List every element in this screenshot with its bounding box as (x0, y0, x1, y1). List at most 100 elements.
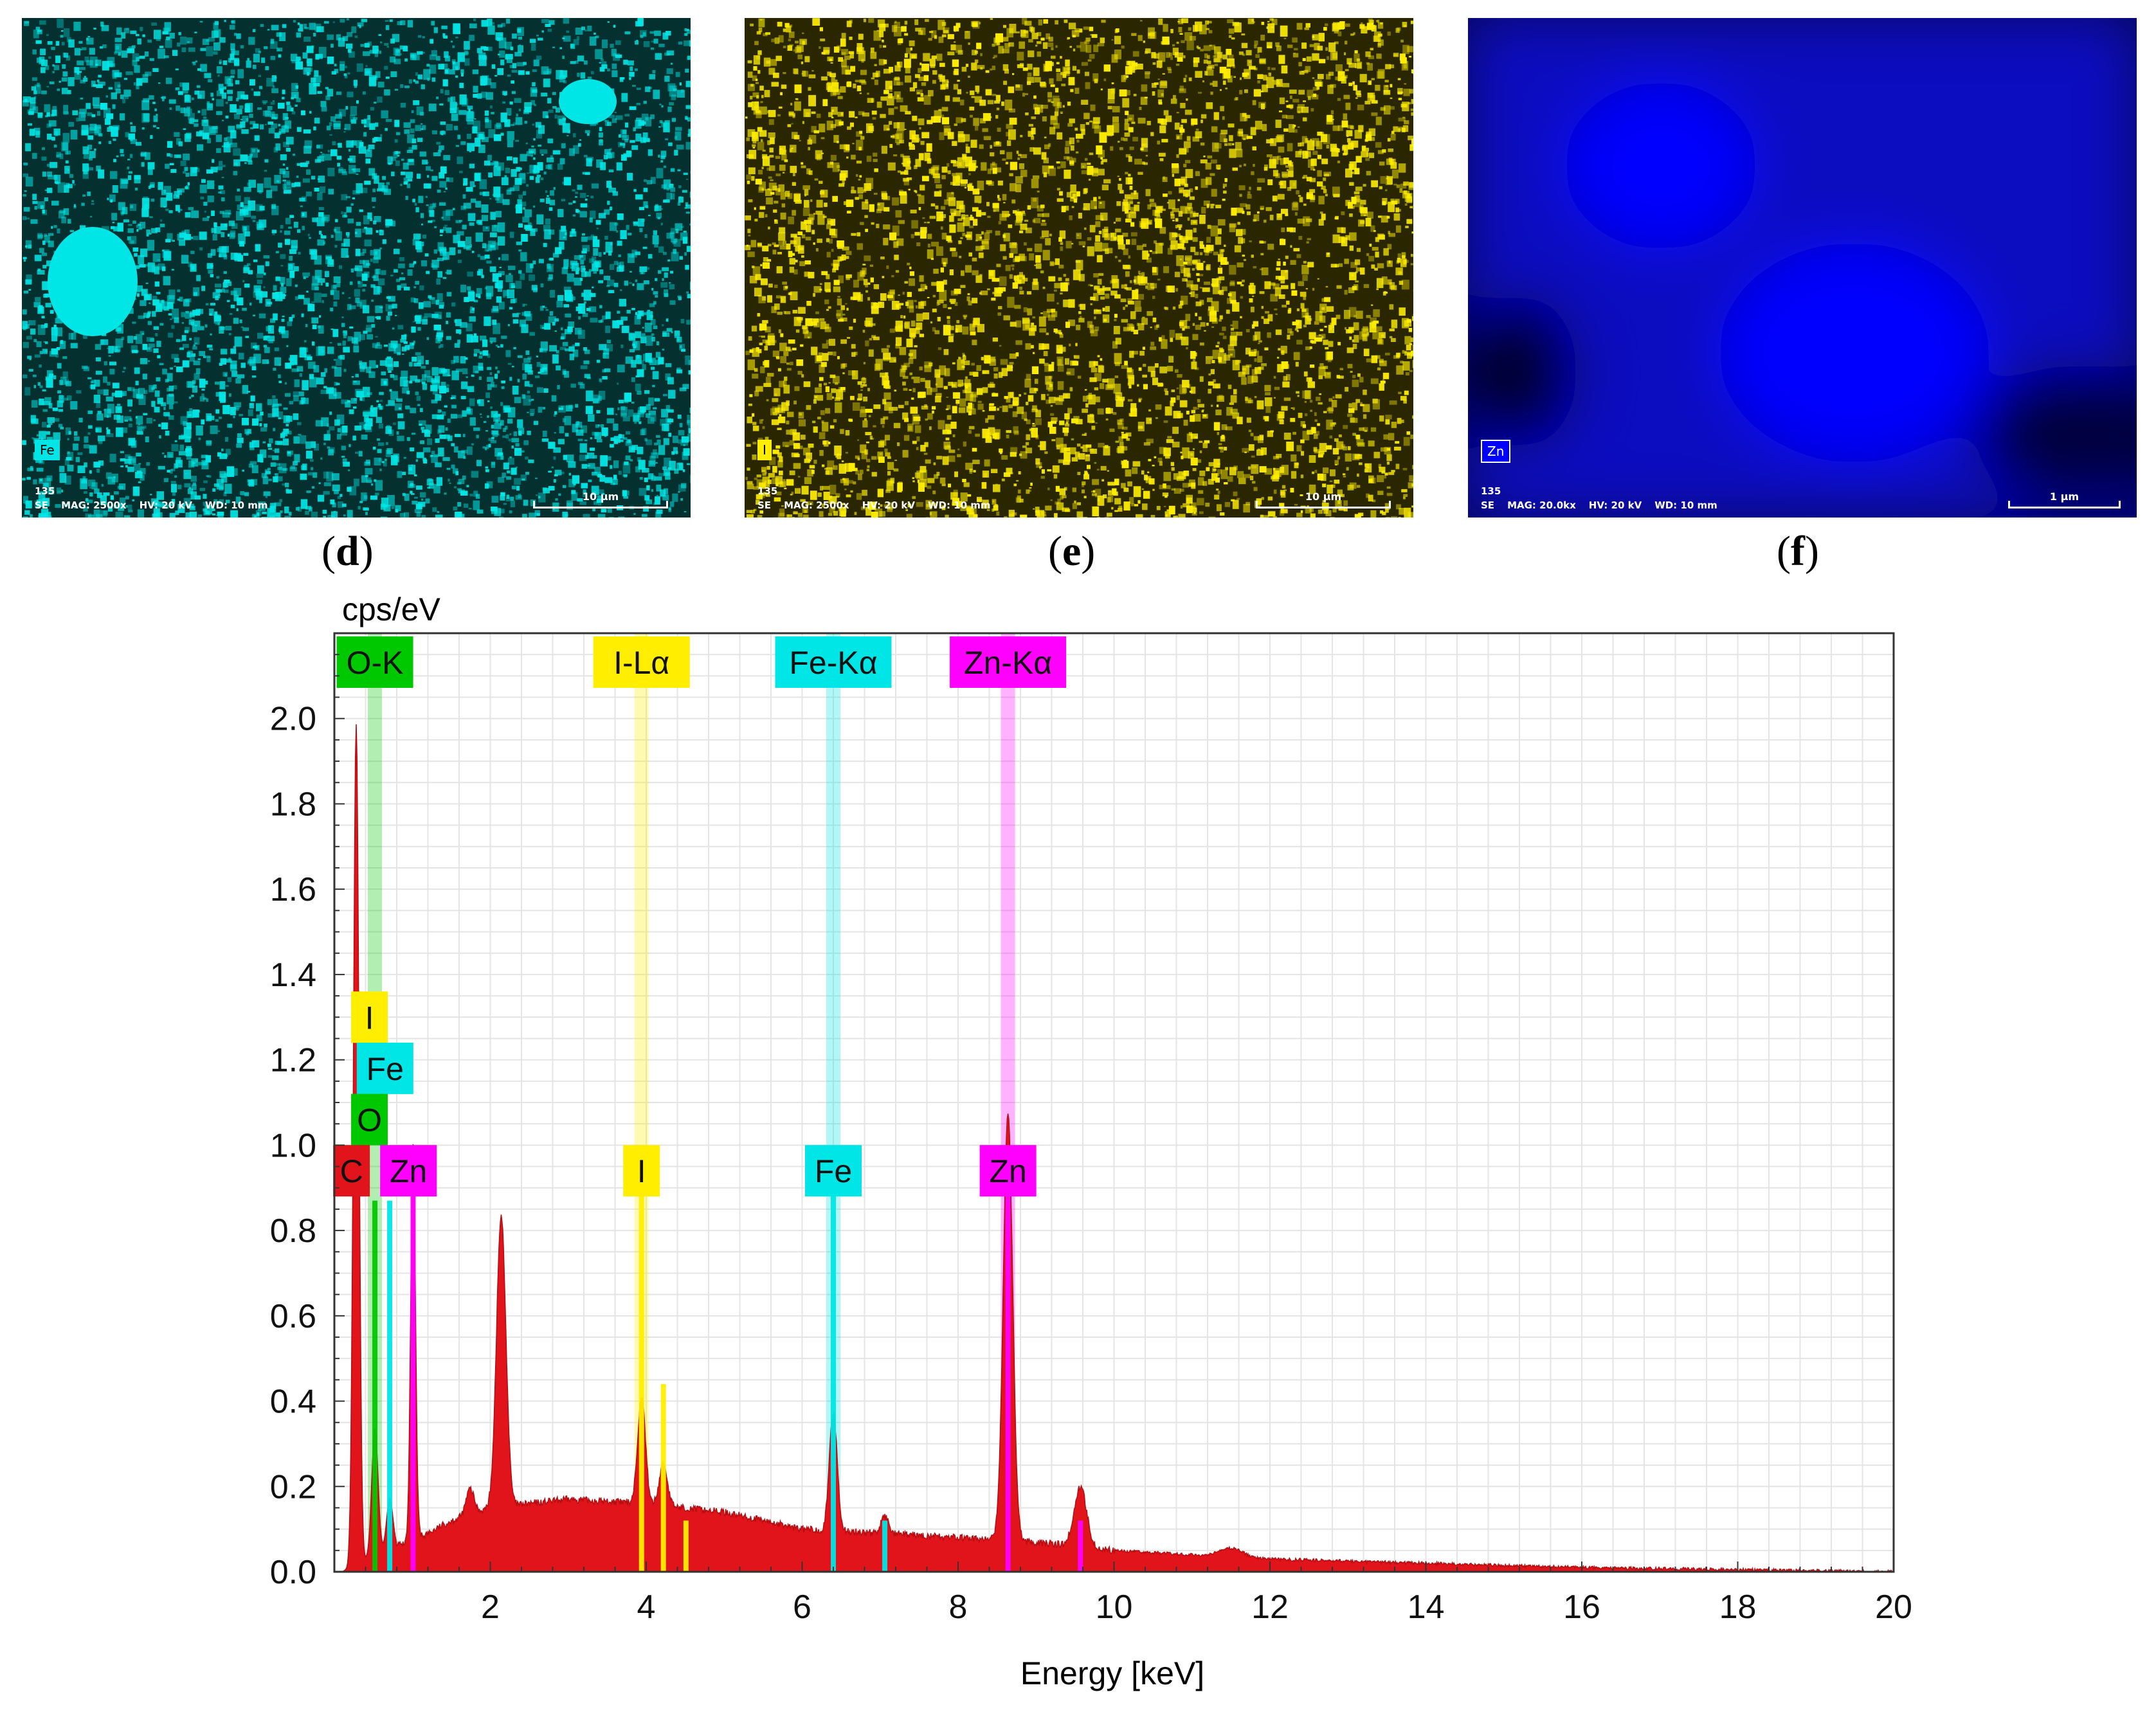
speckle (309, 22, 316, 30)
speckle (167, 295, 175, 304)
speckle (578, 303, 586, 314)
speckle (1168, 356, 1174, 363)
speckle (81, 125, 89, 135)
speckle (168, 415, 174, 420)
speckle (223, 289, 229, 293)
speckle (279, 168, 285, 175)
speckle (386, 182, 390, 185)
speckle (407, 20, 413, 28)
speckle (685, 105, 691, 109)
speckle (311, 176, 316, 180)
speckle (82, 476, 86, 481)
speckle (573, 145, 579, 154)
speckle (1119, 190, 1124, 194)
speckle (61, 30, 64, 32)
speckle (446, 312, 451, 318)
fe-map-tag: Fe (35, 440, 60, 460)
speckle (361, 396, 365, 402)
speckle (177, 91, 183, 95)
speckle (219, 61, 222, 65)
speckle (415, 352, 421, 356)
speckle (203, 508, 208, 512)
speckle (645, 86, 651, 93)
speckle (584, 130, 590, 134)
speckle (201, 109, 206, 116)
speckle (136, 85, 140, 89)
speckle (242, 205, 248, 212)
speckle (442, 276, 447, 279)
speckle (453, 507, 458, 510)
speckle (219, 453, 228, 460)
speckle (476, 288, 482, 294)
speckle (159, 224, 165, 228)
speckle (526, 151, 533, 157)
speckle (663, 251, 667, 255)
speckle (359, 361, 363, 365)
speckle (410, 464, 414, 467)
speckle (389, 389, 392, 392)
speckle (338, 343, 341, 346)
speckle (320, 152, 323, 154)
speckle (566, 455, 574, 462)
speckle (475, 138, 481, 147)
speckle (556, 350, 559, 354)
speckle (689, 192, 691, 198)
speckle (149, 95, 154, 100)
speckle (415, 314, 422, 321)
speckle (460, 395, 466, 399)
speckle (308, 361, 316, 369)
speckle (522, 374, 527, 380)
speckle (352, 140, 357, 145)
speckle (294, 296, 298, 300)
speckle (434, 311, 442, 320)
speckle (581, 425, 587, 433)
speckle (540, 305, 544, 311)
speckle (1069, 215, 1073, 221)
speckle (476, 93, 482, 99)
speckle (337, 496, 341, 500)
speckle (154, 266, 159, 274)
speckle (500, 344, 503, 348)
speckle (529, 384, 533, 388)
speckle (136, 425, 143, 433)
speckle (473, 333, 477, 338)
speckle (1035, 263, 1042, 269)
speckle (596, 499, 603, 503)
speckle (680, 319, 685, 323)
speckle (1283, 37, 1287, 39)
speckle (231, 468, 238, 476)
speckle (349, 281, 353, 285)
speckle (538, 125, 545, 134)
speckle (212, 513, 216, 516)
speckle (592, 398, 599, 404)
speckle (1240, 203, 1247, 208)
speckle (100, 339, 109, 345)
speckle (167, 233, 173, 241)
speckle (637, 360, 644, 364)
speckle (554, 318, 559, 322)
speckle (461, 449, 468, 454)
speckle (685, 80, 691, 87)
speckle (219, 246, 227, 258)
speckle (575, 271, 579, 274)
speckle (281, 283, 284, 287)
speckle (522, 217, 530, 222)
speckle (421, 84, 425, 89)
speckle (1318, 219, 1324, 226)
speckle (64, 397, 68, 401)
speckle (591, 71, 594, 75)
speckle (130, 122, 133, 125)
speckle (136, 471, 141, 474)
speckle (235, 80, 240, 85)
speckle (168, 313, 172, 316)
speckle (226, 78, 233, 87)
speckle (461, 381, 468, 390)
speckle (383, 505, 391, 512)
speckle (564, 416, 572, 426)
speckle (509, 377, 512, 381)
speckle (123, 366, 126, 370)
speckle (161, 98, 165, 102)
speckle (1187, 273, 1191, 278)
speckle (50, 161, 58, 168)
speckle (252, 441, 255, 444)
